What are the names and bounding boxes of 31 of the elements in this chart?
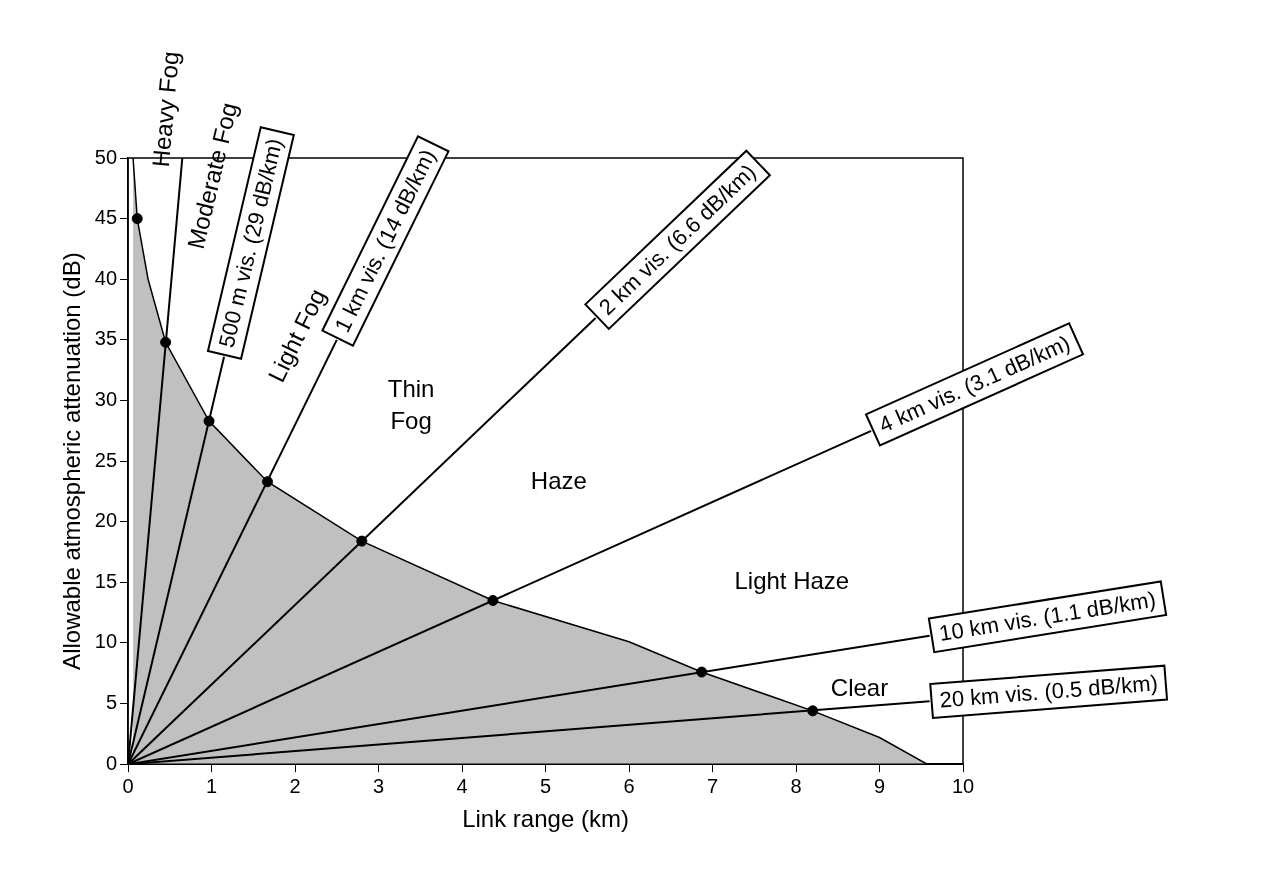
text: 10 km vis. (1.1 dB/km): [937, 586, 1158, 647]
x-tick-label: 1: [205, 774, 218, 797]
annotation: Light Haze: [734, 566, 850, 594]
annotation: Clear: [830, 673, 889, 701]
y-tick-label: 15: [94, 569, 118, 592]
x-tick-label: 4: [456, 774, 468, 797]
y-tick-label: 20: [94, 509, 118, 532]
y-axis-title: Allowable atmospheric attenuation (dB): [58, 252, 86, 670]
annotation: Haze: [530, 466, 587, 494]
x-tick-label: 6: [623, 774, 635, 797]
x-tick-label: 8: [790, 774, 802, 797]
annotation: Light Fog: [262, 284, 331, 387]
x-tick-label: 5: [539, 774, 552, 797]
y-tick-label: 5: [105, 691, 118, 714]
x-tick-label: 3: [372, 774, 385, 797]
series-label: 20 km vis. (0.5 dB/km): [938, 670, 1159, 713]
x-tick-label: 2: [289, 774, 301, 797]
y-tick-label: 35: [94, 327, 118, 350]
y-tick-label: 0: [105, 751, 118, 774]
y-tick-label: 25: [94, 448, 118, 471]
y-tick-label: 45: [94, 206, 118, 229]
x-tick-label: 10: [951, 774, 975, 797]
y-tick-label: 40: [94, 266, 118, 289]
x-tick-label: 7: [706, 774, 719, 797]
x-tick-label: 0: [122, 774, 134, 797]
x-axis-title: Link range (km): [462, 805, 629, 833]
y-tick-label: 30: [94, 388, 118, 410]
y-tick-label: 10: [94, 630, 118, 653]
x-tick-label: 9: [873, 774, 886, 797]
annotation: Thin Fog: [387, 375, 435, 435]
y-tick-label: 50: [94, 145, 118, 168]
